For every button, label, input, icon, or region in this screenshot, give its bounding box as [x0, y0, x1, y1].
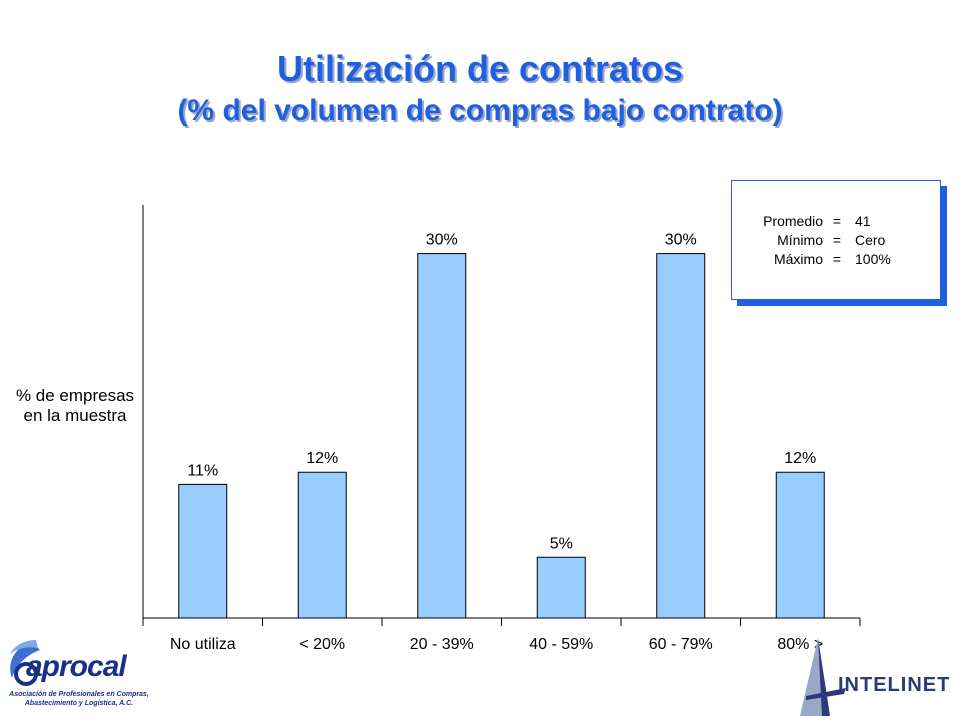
bar-4 — [656, 253, 706, 619]
stats-eq: = — [832, 213, 842, 229]
x-tick-label: 20 - 39% — [410, 636, 474, 653]
stats-row-min: Mínimo = Cero — [748, 231, 891, 250]
data-label: 5% — [550, 535, 573, 552]
stats-eq: = — [832, 251, 842, 267]
stats-row-max: Máximo = 100% — [748, 250, 891, 269]
chart-title: Utilización de contratos — [276, 48, 684, 89]
bar-2 — [417, 253, 467, 619]
intelinet-logo: INTELINET — [796, 636, 960, 720]
stats-row-mean: Promedio = 41 — [748, 212, 891, 231]
chart-subtitle: (% del volumen de compras bajo contrato) — [177, 94, 783, 127]
bar-3 — [536, 556, 586, 619]
bar-0 — [178, 483, 228, 619]
aprocal-tagline-line-2: Abastecimiento y Logística, A.C. — [24, 700, 134, 707]
stats-eq: = — [832, 232, 842, 248]
stats-table: Promedio = 41 Mínimo = Cero Máximo = 100… — [748, 212, 891, 269]
x-tick-label: 60 - 79% — [649, 636, 713, 653]
aprocal-swoosh-icon — [10, 640, 40, 686]
bar-5 — [775, 471, 825, 619]
data-label: 11% — [187, 462, 218, 479]
data-label: 12% — [306, 450, 338, 467]
y-axis-label-line-1: % de empresas — [15, 386, 135, 405]
aprocal-logo: aprocal Asociación de Profesionales en C… — [2, 636, 152, 716]
stats-value: 41 — [855, 213, 871, 229]
x-tick-label: 80% > — [777, 636, 823, 653]
intelinet-spire-icon — [800, 638, 846, 716]
stats-value: 100% — [855, 251, 891, 267]
aprocal-wordmark: aprocal — [26, 650, 127, 683]
intelinet-wordmark: INTELINET — [838, 674, 951, 696]
data-label: 12% — [784, 450, 816, 467]
stats-key: Máximo — [773, 251, 823, 267]
data-label: 30% — [665, 232, 697, 249]
stats-box: Promedio = 41 Mínimo = Cero Máximo = 100… — [731, 180, 941, 300]
data-label: 30% — [426, 232, 458, 249]
x-tick-label: < 20% — [299, 636, 345, 653]
y-axis-label: % de empresas en la muestra — [0, 386, 150, 426]
aprocal-tagline: Asociación de Profesionales en Compras, … — [4, 690, 154, 708]
x-tick-label: 40 - 59% — [529, 636, 593, 653]
stats-value: Cero — [855, 232, 886, 248]
aprocal-tagline-line-1: Asociación de Profesionales en Compras, — [9, 691, 149, 698]
bar-1 — [297, 471, 347, 619]
x-tick-label: No utiliza — [170, 636, 236, 653]
stats-key: Mínimo — [777, 232, 823, 248]
y-axis-label-line-2: en la muestra — [23, 406, 127, 425]
stats-key: Promedio — [763, 213, 823, 229]
